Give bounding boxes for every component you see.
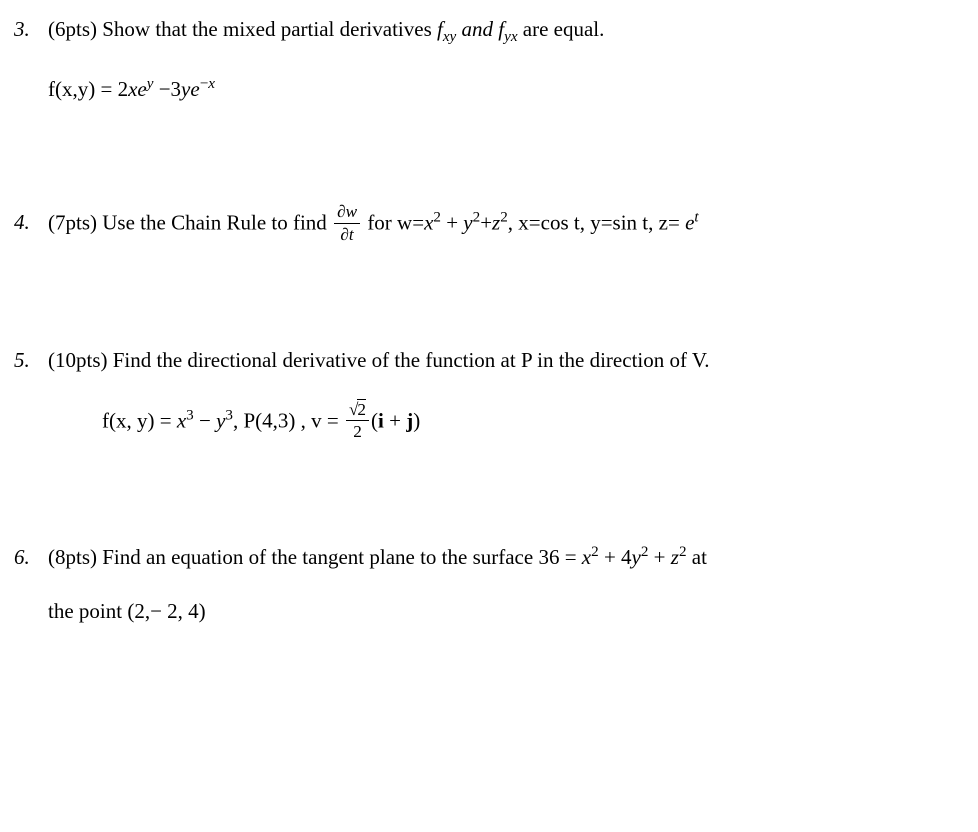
partial-fraction: ∂w ∂t — [334, 203, 360, 242]
formula-lhs: f(x, y) = — [102, 408, 177, 432]
problem-6-prompt: (8pts) Find an equation of the tangent p… — [48, 540, 964, 576]
sqrt2-over-2: √2 2 — [346, 401, 369, 440]
problem-3-prompt: (6pts) Show that the mixed partial deriv… — [48, 12, 964, 48]
plus-1: + — [446, 211, 463, 235]
problem-number: 4. — [14, 205, 48, 241]
z-sq: 2 — [500, 210, 508, 226]
problem-5-header: 5. (10pts) Find the directional derivati… — [14, 343, 964, 379]
problem-5-formula: f(x, y) = x3 − y3, P(4,3) , v = √2 2 (i … — [102, 403, 964, 442]
formula-e2: e — [190, 77, 199, 101]
problem-3-number: 3. — [14, 17, 30, 41]
plus: + — [654, 545, 671, 569]
x-var: x — [424, 211, 433, 235]
problem-number: 6. — [14, 540, 48, 576]
z-sq: 2 — [679, 544, 687, 560]
e-exp-t: t — [694, 210, 698, 226]
prompt-text: Show that the mixed partial derivatives — [102, 17, 437, 41]
problem-5: 5. (10pts) Find the directional derivati… — [14, 343, 964, 442]
points-label: (10pts) — [48, 348, 108, 372]
formula-lhs: f(x,y) = — [48, 77, 118, 101]
formula-minus: − — [199, 408, 216, 432]
prompt-text-after: are equal. — [523, 17, 605, 41]
close-paren: ) — [413, 408, 420, 432]
formula-x-cube: 3 — [186, 407, 194, 423]
comma: , — [508, 211, 519, 235]
problem-5-number: 5. — [14, 348, 30, 372]
formula-exp-y: y — [147, 76, 154, 92]
param-text: x=cos t, y=sin t, z= — [518, 211, 685, 235]
problem-6-header: 6. (8pts) Find an equation of the tangen… — [14, 540, 964, 576]
formula-x: x — [177, 408, 186, 432]
formula-coeff2: −3 — [159, 77, 181, 101]
points-label: (8pts) — [48, 545, 97, 569]
formula-v: v — [311, 408, 322, 432]
formula-y-cube: 3 — [225, 407, 233, 423]
open-paren: ( — [371, 408, 378, 432]
point-text: the point (2,− 2, 4) — [48, 599, 206, 623]
problem-3-header: 3. (6pts) Show that the mixed partial de… — [14, 12, 964, 48]
plus: + — [384, 408, 406, 432]
y-var: y — [632, 545, 641, 569]
problem-4-number: 4. — [14, 210, 30, 234]
problem-number: 5. — [14, 343, 48, 379]
formula-coeff: 2 — [118, 77, 129, 101]
plus-4: + 4 — [604, 545, 632, 569]
problem-3: 3. (6pts) Show that the mixed partial de… — [14, 12, 964, 107]
prompt-text: Use the Chain Rule to find — [102, 211, 332, 235]
formula-eq: = — [322, 408, 344, 432]
problem-4: 4. (7pts) Use the Chain Rule to find ∂w … — [14, 205, 964, 244]
formula-e1: e — [137, 77, 146, 101]
problem-6-line2: the point (2,− 2, 4) — [48, 594, 964, 630]
problem-6-number: 6. — [14, 545, 30, 569]
and-text: and — [462, 17, 499, 41]
problem-number: 3. — [14, 12, 48, 48]
problem-3-formula: f(x,y) = 2xey −3ye−x — [48, 72, 964, 108]
formula-exp-negx: −x — [200, 76, 215, 92]
plus-2: + — [480, 211, 492, 235]
x-var: x — [582, 545, 591, 569]
points-label: (7pts) — [48, 211, 97, 235]
fyx-symbol: fyx — [498, 17, 517, 41]
x-sq: 2 — [433, 210, 441, 226]
at-text: at — [692, 545, 707, 569]
formula-y: y — [216, 408, 225, 432]
problem-5-prompt: (10pts) Find the directional derivative … — [48, 343, 964, 379]
prompt-text: Find the directional derivative of the f… — [113, 348, 710, 372]
z-var: z — [671, 545, 679, 569]
for-text: for w= — [367, 211, 424, 235]
prompt-text: Find an equation of the tangent plane to… — [102, 545, 582, 569]
formula-y: y — [181, 77, 190, 101]
formula-point: , P(4,3) , — [233, 408, 311, 432]
y-sq: 2 — [641, 544, 649, 560]
formula-x: x — [128, 77, 137, 101]
x-sq: 2 — [591, 544, 599, 560]
y-var: y — [463, 211, 472, 235]
problem-4-prompt: (7pts) Use the Chain Rule to find ∂w ∂t … — [48, 205, 964, 244]
e-var: e — [685, 211, 694, 235]
problem-6: 6. (8pts) Find an equation of the tangen… — [14, 540, 964, 629]
z-var: z — [492, 211, 500, 235]
points-label: (6pts) — [48, 17, 97, 41]
problem-4-header: 4. (7pts) Use the Chain Rule to find ∂w … — [14, 205, 964, 244]
fxy-symbol: fxy — [437, 17, 456, 41]
